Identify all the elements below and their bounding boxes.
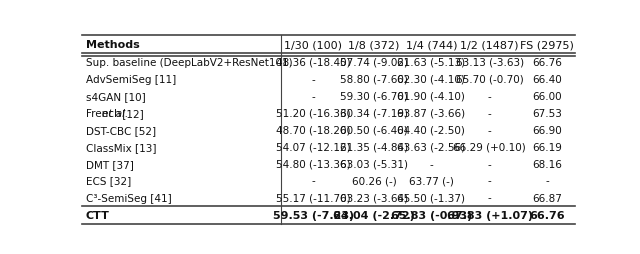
Text: DMT [37]: DMT [37] xyxy=(86,159,134,169)
Text: 59.30 (-6.70): 59.30 (-6.70) xyxy=(340,91,408,101)
Text: 63.63 (-2.56): 63.63 (-2.56) xyxy=(397,142,465,152)
Text: C³-SemiSeg [41]: C³-SemiSeg [41] xyxy=(86,193,172,203)
Text: Sup. baseline (DeepLabV2+ResNet101): Sup. baseline (DeepLabV2+ResNet101) xyxy=(86,58,292,68)
Text: 61.63 (-5.13): 61.63 (-5.13) xyxy=(397,58,465,68)
Text: 63.87 (-3.66): 63.87 (-3.66) xyxy=(397,108,465,118)
Text: 66.87: 66.87 xyxy=(532,193,562,203)
Text: 64.04 (-2.72): 64.04 (-2.72) xyxy=(333,210,415,220)
Text: 66.19: 66.19 xyxy=(532,142,562,152)
Text: 57.74 (-9.02): 57.74 (-9.02) xyxy=(340,58,408,68)
Text: ECS [32]: ECS [32] xyxy=(86,176,131,186)
Text: 67.83 (+1.07): 67.83 (+1.07) xyxy=(447,210,532,220)
Text: 63.23 (-3.64): 63.23 (-3.64) xyxy=(340,193,408,203)
Text: 65.50 (-1.37): 65.50 (-1.37) xyxy=(397,193,465,203)
Text: -: - xyxy=(488,125,492,135)
Text: DST-CBC [52]: DST-CBC [52] xyxy=(86,125,156,135)
Text: 48.36 (-18.40): 48.36 (-18.40) xyxy=(276,58,351,68)
Text: -: - xyxy=(312,176,316,186)
Text: 63.77 (-): 63.77 (-) xyxy=(409,176,454,186)
Text: 48.70 (-18.20): 48.70 (-18.20) xyxy=(276,125,351,135)
Text: s4GAN [10]: s4GAN [10] xyxy=(86,91,146,101)
Text: 51.20 (-16.33): 51.20 (-16.33) xyxy=(276,108,351,118)
Text: -: - xyxy=(488,91,492,101)
Text: -: - xyxy=(488,176,492,186)
Text: 58.80 (-7.60): 58.80 (-7.60) xyxy=(340,75,408,85)
Text: 63.03 (-5.31): 63.03 (-5.31) xyxy=(340,159,408,169)
Text: 61.90 (-4.10): 61.90 (-4.10) xyxy=(397,91,465,101)
Text: et al.: et al. xyxy=(102,108,128,118)
Text: 64.40 (-2.50): 64.40 (-2.50) xyxy=(397,125,465,135)
Text: FS (2975): FS (2975) xyxy=(520,40,574,50)
Text: 59.53 (-7.23): 59.53 (-7.23) xyxy=(273,210,354,220)
Text: 60.26 (-): 60.26 (-) xyxy=(351,176,396,186)
Text: -: - xyxy=(488,159,492,169)
Text: 65.70 (-0.70): 65.70 (-0.70) xyxy=(456,75,524,85)
Text: 66.00: 66.00 xyxy=(532,91,562,101)
Text: 66.76: 66.76 xyxy=(532,58,562,68)
Text: 61.35 (-4.84): 61.35 (-4.84) xyxy=(340,142,408,152)
Text: -: - xyxy=(488,193,492,203)
Text: 54.80 (-13.36): 54.80 (-13.36) xyxy=(276,159,351,169)
Text: ClassMix [13]: ClassMix [13] xyxy=(86,142,156,152)
Text: -: - xyxy=(429,159,433,169)
Text: 68.16: 68.16 xyxy=(532,159,562,169)
Text: 60.50 (-6.40): 60.50 (-6.40) xyxy=(340,125,408,135)
Text: 60.34 (-7.19): 60.34 (-7.19) xyxy=(340,108,408,118)
Text: [12]: [12] xyxy=(119,108,144,118)
Text: AdvSemiSeg [11]: AdvSemiSeg [11] xyxy=(86,75,176,85)
Text: 62.30 (-4.10): 62.30 (-4.10) xyxy=(397,75,465,85)
Text: 1/4 (744): 1/4 (744) xyxy=(406,40,457,50)
Text: 1/30 (100): 1/30 (100) xyxy=(284,40,342,50)
Text: -: - xyxy=(488,108,492,118)
Text: 55.17 (-11.70): 55.17 (-11.70) xyxy=(276,193,351,203)
Text: -: - xyxy=(312,75,316,85)
Text: 63.13 (-3.63): 63.13 (-3.63) xyxy=(456,58,524,68)
Text: 66.40: 66.40 xyxy=(532,75,562,85)
Text: 54.07 (-12.12): 54.07 (-12.12) xyxy=(276,142,351,152)
Text: 1/8 (372): 1/8 (372) xyxy=(348,40,399,50)
Text: 67.53: 67.53 xyxy=(532,108,562,118)
Text: CTT: CTT xyxy=(86,210,110,220)
Text: 66.90: 66.90 xyxy=(532,125,562,135)
Text: 65.83 (-0.93): 65.83 (-0.93) xyxy=(390,210,472,220)
Text: 66.29 (+0.10): 66.29 (+0.10) xyxy=(453,142,526,152)
Text: 66.76: 66.76 xyxy=(529,210,564,220)
Text: -: - xyxy=(545,176,548,186)
Text: Methods: Methods xyxy=(86,40,140,50)
Text: -: - xyxy=(312,91,316,101)
Text: French: French xyxy=(86,108,124,118)
Text: 1/2 (1487): 1/2 (1487) xyxy=(460,40,519,50)
